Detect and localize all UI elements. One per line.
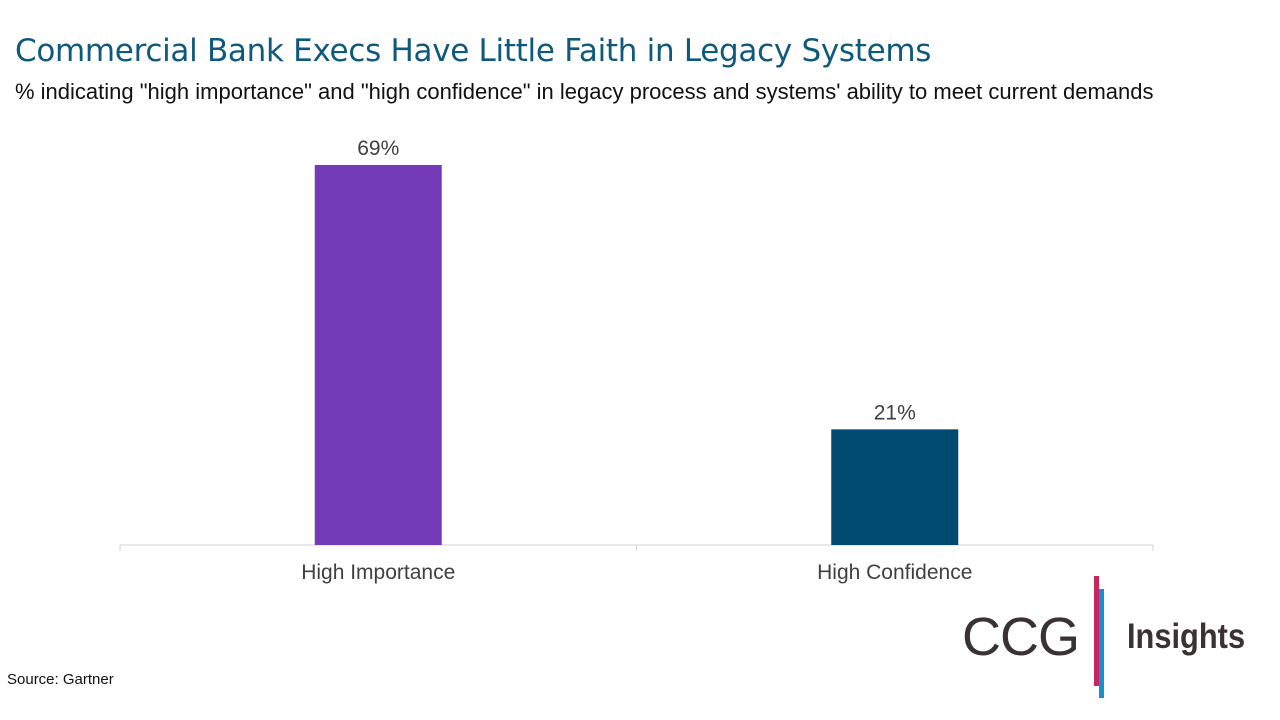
chart-title: Commercial Bank Execs Have Little Faith … [15,33,932,69]
chart-subtitle: % indicating "high importance" and "high… [15,79,1154,104]
source-note: Source: Gartner [7,671,114,688]
data-label-high-confidence: 21% [874,401,916,424]
category-label-high-confidence: High Confidence [817,561,972,584]
bar-high-confidence [831,429,959,545]
logo-product-text: Insights [1127,617,1246,656]
category-label-high-importance: High Importance [301,561,455,584]
logo-divider-blue [1099,589,1104,698]
logo-brand-text: CCG [962,607,1080,667]
data-label-high-importance: 69% [357,137,399,160]
ccg-insights-logo: CCG Insights [960,576,1260,700]
bar-high-importance [314,165,442,545]
logo-divider-red [1094,576,1099,686]
bar-chart: 69% High Importance 21% High Confidence [119,137,1154,584]
